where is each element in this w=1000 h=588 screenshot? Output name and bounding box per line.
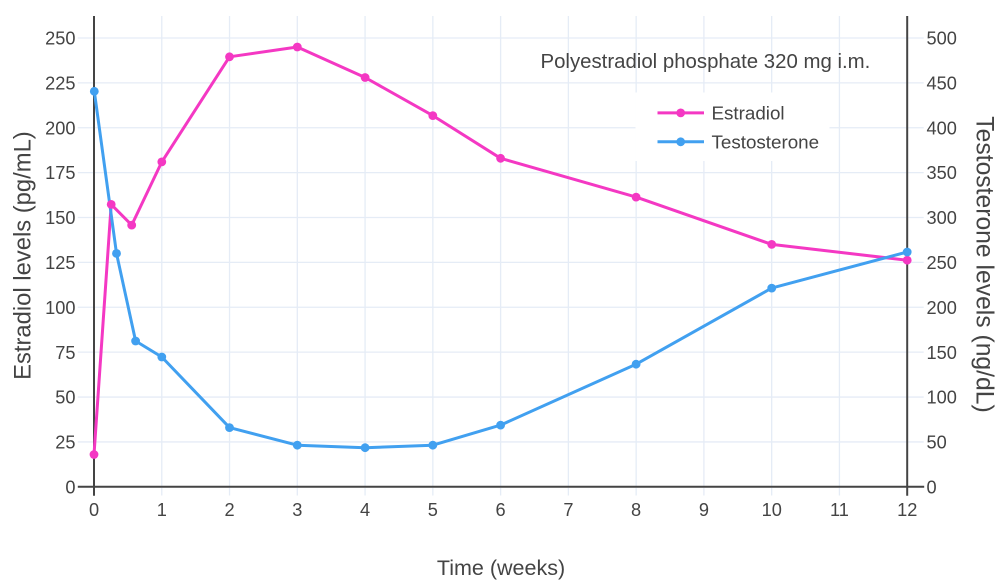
svg-text:100: 100 [927,388,957,408]
svg-text:0: 0 [927,477,937,497]
svg-text:5: 5 [428,500,438,520]
svg-text:0: 0 [65,477,75,497]
svg-text:250: 250 [927,253,957,273]
svg-text:Estradiol levels (pg/mL): Estradiol levels (pg/mL) [10,131,37,380]
svg-text:150: 150 [45,208,75,228]
svg-text:100: 100 [45,298,75,318]
svg-text:500: 500 [927,29,957,49]
svg-text:250: 250 [45,29,75,49]
svg-text:9: 9 [699,500,709,520]
svg-text:400: 400 [927,118,957,138]
svg-text:225: 225 [45,74,75,94]
svg-text:0: 0 [89,500,99,520]
svg-text:3: 3 [292,500,302,520]
svg-text:Time (weeks): Time (weeks) [437,556,565,580]
svg-text:50: 50 [55,388,75,408]
svg-text:11: 11 [830,500,849,520]
svg-text:2: 2 [224,500,234,520]
svg-text:350: 350 [927,163,957,183]
svg-text:Polyestradiol phosphate 320 mg: Polyestradiol phosphate 320 mg i.m. [540,51,870,73]
svg-text:1: 1 [157,500,167,520]
svg-text:4: 4 [360,500,370,520]
svg-text:25: 25 [55,433,75,453]
svg-text:200: 200 [927,298,957,318]
svg-text:6: 6 [496,500,506,520]
svg-text:7: 7 [563,500,573,520]
svg-text:12: 12 [897,500,917,520]
svg-text:Testosterone levels (ng/dL): Testosterone levels (ng/dL) [970,116,997,412]
svg-text:8: 8 [631,500,641,520]
svg-text:125: 125 [45,253,75,273]
svg-text:Estradiol: Estradiol [712,103,785,124]
svg-text:450: 450 [927,74,957,94]
svg-text:300: 300 [927,208,957,228]
svg-text:175: 175 [45,163,75,183]
svg-text:10: 10 [762,500,782,520]
svg-text:50: 50 [927,433,947,453]
svg-text:Testosterone: Testosterone [712,132,820,153]
svg-text:150: 150 [927,343,957,363]
svg-text:200: 200 [45,118,75,138]
svg-text:75: 75 [55,343,75,363]
